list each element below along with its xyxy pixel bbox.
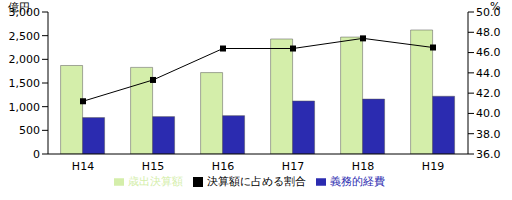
svg-text:H15: H15 [142,160,164,173]
svg-text:38.0: 38.0 [476,128,501,141]
svg-text:1,000: 1,000 [9,101,41,114]
svg-text:36.0: 36.0 [476,148,501,161]
svg-text:50.0: 50.0 [476,6,501,19]
svg-text:42.0: 42.0 [476,87,501,100]
svg-text:1,500: 1,500 [9,77,41,90]
svg-text:H17: H17 [282,160,304,173]
svg-text:0: 0 [33,148,40,161]
svg-text:3,000: 3,000 [9,6,41,19]
svg-text:40.0: 40.0 [476,107,501,120]
svg-text:H18: H18 [352,160,374,173]
svg-text:H16: H16 [212,160,234,173]
svg-text:2,500: 2,500 [9,30,41,43]
svg-text:500: 500 [19,124,40,137]
svg-text:46.0: 46.0 [476,46,501,59]
svg-text:H19: H19 [422,160,444,173]
svg-text:44.0: 44.0 [476,67,501,80]
svg-text:H14: H14 [72,160,94,173]
svg-text:48.0: 48.0 [476,26,501,39]
svg-text:2,000: 2,000 [9,53,41,66]
